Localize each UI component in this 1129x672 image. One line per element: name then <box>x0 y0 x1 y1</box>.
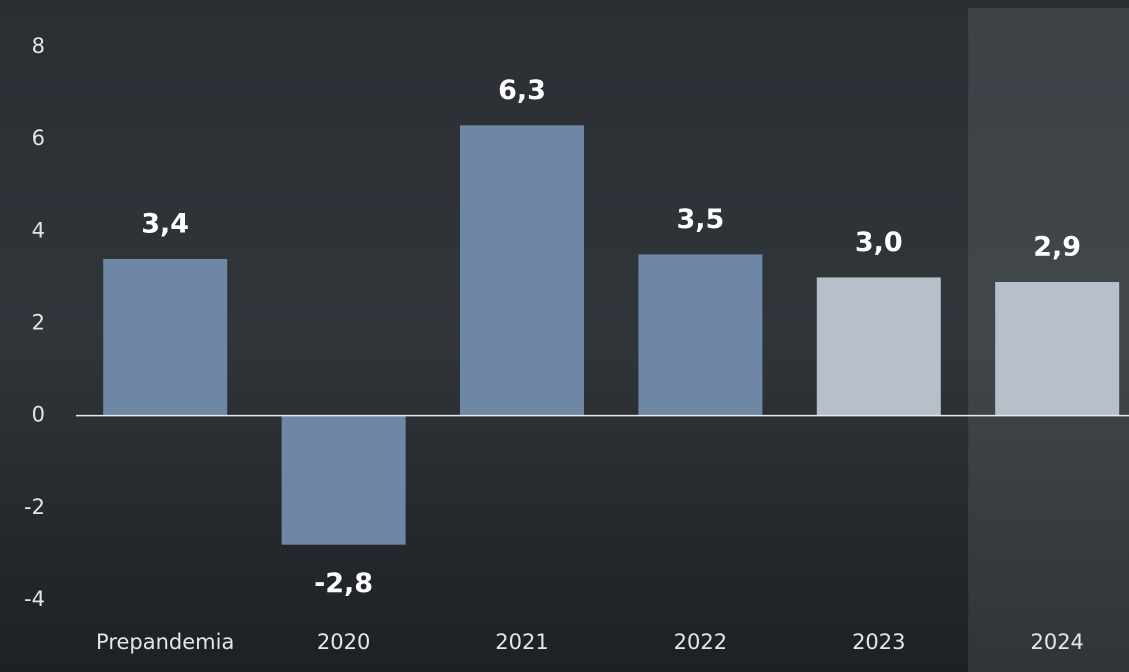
y-tick-label: 2 <box>32 311 45 335</box>
x-tick-label: 2023 <box>852 630 905 654</box>
value-label: 3,5 <box>676 204 724 235</box>
bar <box>638 254 763 416</box>
value-label: 3,4 <box>141 208 189 239</box>
x-tick-label: 2020 <box>317 630 370 654</box>
x-tick-label: 2022 <box>674 630 727 654</box>
y-tick-label: 6 <box>32 126 45 150</box>
value-label: 2,9 <box>1033 232 1081 263</box>
bar <box>816 277 941 416</box>
bar <box>281 415 406 545</box>
y-tick-label: -2 <box>24 495 45 519</box>
y-tick-label: -4 <box>24 587 45 611</box>
value-label: 6,3 <box>498 75 546 106</box>
value-label: 3,0 <box>855 227 903 258</box>
bar <box>460 125 584 416</box>
y-tick-label: 4 <box>32 218 45 242</box>
y-tick-label: 8 <box>32 34 45 58</box>
bar <box>995 282 1120 416</box>
x-tick-label: Prepandemia <box>96 630 234 654</box>
bar <box>103 258 228 416</box>
y-tick-label: 0 <box>32 403 45 427</box>
x-tick-label: 2021 <box>495 630 548 654</box>
x-tick-label: 2024 <box>1030 630 1083 654</box>
value-label: -2,8 <box>314 568 373 599</box>
